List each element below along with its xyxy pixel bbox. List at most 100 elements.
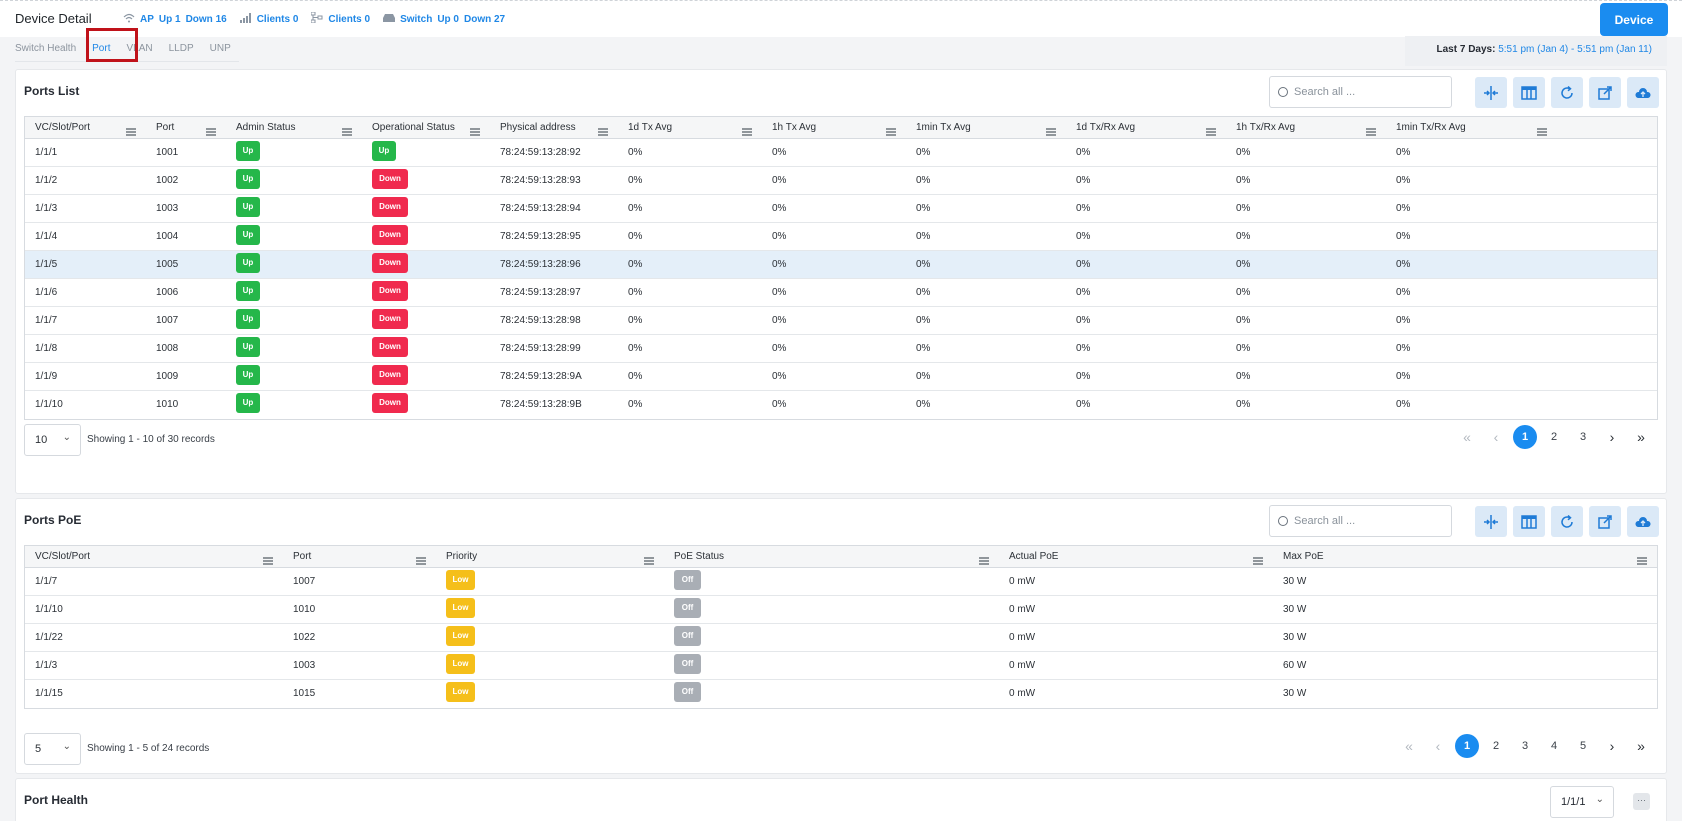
- column-header-1d-tx-avg[interactable]: 1d Tx Avg: [618, 117, 762, 138]
- ap-down-count[interactable]: Down 16: [185, 13, 227, 25]
- column-header-1min-tx-avg[interactable]: 1min Tx Avg: [906, 117, 1066, 138]
- ap-label[interactable]: AP: [140, 13, 154, 25]
- page-button-1[interactable]: 1: [1455, 734, 1479, 758]
- column-header-port[interactable]: Port: [146, 117, 226, 138]
- prev-page-icon[interactable]: ‹: [1435, 738, 1441, 754]
- prev-page-icon[interactable]: ‹: [1493, 429, 1499, 445]
- switch-up-count[interactable]: Up 0: [437, 13, 459, 25]
- column-header-physical-address[interactable]: Physical address: [490, 117, 618, 138]
- table-row[interactable]: 1/1/6 1006 Up Down 78:24:59:13:28:97 0% 0% 0% 0%…: [25, 279, 1657, 307]
- hamburger-menu-icon[interactable]: [1253, 552, 1263, 573]
- tab-lldp[interactable]: LLDP: [168, 43, 194, 54]
- hamburger-menu-icon[interactable]: [1366, 123, 1376, 144]
- table-row[interactable]: 1/1/22 1022 Low Off 0 mW 30 W: [25, 624, 1657, 652]
- external-link-icon[interactable]: [1589, 506, 1621, 537]
- page-button-5[interactable]: 5: [1579, 740, 1587, 752]
- column-settings-icon[interactable]: [1513, 77, 1545, 108]
- column-header-vc-slot-port[interactable]: VC/Slot/Port: [25, 117, 146, 138]
- last-page-icon[interactable]: »: [1637, 738, 1645, 754]
- column-header-1h-tx-rx-avg[interactable]: 1h Tx/Rx Avg: [1226, 117, 1386, 138]
- date-range-value[interactable]: 5:51 pm (Jan 4) - 5:51 pm (Jan 11): [1498, 44, 1652, 55]
- switch-label[interactable]: Switch: [400, 13, 433, 25]
- page-button-3[interactable]: 3: [1579, 431, 1587, 443]
- export-icon[interactable]: [1627, 506, 1659, 537]
- last-page-icon[interactable]: »: [1637, 429, 1645, 445]
- table-row[interactable]: 1/1/4 1004 Up Down 78:24:59:13:28:95 0% 0% 0% 0%…: [25, 223, 1657, 251]
- hamburger-menu-icon[interactable]: [1537, 123, 1547, 144]
- ports-poe-search-input[interactable]: [1294, 515, 1434, 527]
- table-row[interactable]: 1/1/1 1001 Up Up 78:24:59:13:28:92 0% 0% 0% 0% 0%…: [25, 139, 1657, 167]
- column-header-priority[interactable]: Priority: [436, 546, 664, 567]
- table-row[interactable]: 1/1/9 1009 Up Down 78:24:59:13:28:9A 0% 0% 0% 0%…: [25, 363, 1657, 391]
- page-button-2[interactable]: 2: [1550, 431, 1558, 443]
- column-header-1h-tx-avg[interactable]: 1h Tx Avg: [762, 117, 906, 138]
- wireless-clients-count[interactable]: Clients 0: [256, 13, 299, 25]
- ports-poe-page-size-select[interactable]: 5 ⌄: [24, 733, 81, 765]
- first-page-icon[interactable]: «: [1463, 429, 1471, 445]
- column-header-admin-status[interactable]: Admin Status: [226, 117, 362, 138]
- hamburger-menu-icon[interactable]: [470, 123, 480, 144]
- tab-port[interactable]: Port: [92, 43, 111, 54]
- ports-list-search[interactable]: [1269, 76, 1452, 108]
- table-cell-vc-slot-port: 1/1/22: [25, 624, 283, 651]
- wired-clients-count[interactable]: Clients 0: [328, 13, 371, 25]
- page-button-3[interactable]: 3: [1521, 740, 1529, 752]
- table-row[interactable]: 1/1/5 1005 Up Down 78:24:59:13:28:96 0% 0% 0% 0%…: [25, 251, 1657, 279]
- hamburger-menu-icon[interactable]: [206, 123, 216, 144]
- column-header-vc-slot-port[interactable]: VC/Slot/Port: [25, 546, 283, 567]
- hamburger-menu-icon[interactable]: [1046, 123, 1056, 144]
- collapse-columns-icon[interactable]: [1475, 77, 1507, 108]
- column-header-port[interactable]: Port: [283, 546, 436, 567]
- first-page-icon[interactable]: «: [1405, 738, 1413, 754]
- table-row[interactable]: 1/1/7 1007 Low Off 0 mW 30 W: [25, 568, 1657, 596]
- table-row[interactable]: 1/1/2 1002 Up Down 78:24:59:13:28:93 0% 0% 0% 0%…: [25, 167, 1657, 195]
- column-header-1d-tx-rx-avg[interactable]: 1d Tx/Rx Avg: [1066, 117, 1226, 138]
- external-link-icon[interactable]: [1589, 77, 1621, 108]
- column-header-1min-tx-rx-avg[interactable]: 1min Tx/Rx Avg: [1386, 117, 1557, 138]
- hamburger-menu-icon[interactable]: [342, 123, 352, 144]
- hamburger-menu-icon[interactable]: [1637, 552, 1647, 573]
- hamburger-menu-icon[interactable]: [263, 552, 273, 573]
- hamburger-menu-icon[interactable]: [979, 552, 989, 573]
- table-cell-poe-status: Off: [664, 568, 999, 595]
- column-settings-icon[interactable]: [1513, 506, 1545, 537]
- hamburger-menu-icon[interactable]: [598, 123, 608, 144]
- hamburger-menu-icon[interactable]: [1206, 123, 1216, 144]
- table-row[interactable]: 1/1/3 1003 Up Down 78:24:59:13:28:94 0% 0% 0% 0%…: [25, 195, 1657, 223]
- ports-list-page-size-select[interactable]: 10 ⌄: [24, 424, 81, 456]
- column-header-actual-poe[interactable]: Actual PoE: [999, 546, 1273, 567]
- page-button-2[interactable]: 2: [1492, 740, 1500, 752]
- column-header-max-poe[interactable]: Max PoE: [1273, 546, 1657, 567]
- next-page-icon[interactable]: ›: [1609, 738, 1615, 754]
- ports-list-search-input[interactable]: [1294, 86, 1434, 98]
- export-icon[interactable]: [1627, 77, 1659, 108]
- more-options-icon[interactable]: ⋯: [1633, 793, 1650, 810]
- tab-vlan[interactable]: VLAN: [126, 43, 153, 54]
- refresh-icon[interactable]: [1551, 77, 1583, 108]
- next-page-icon[interactable]: ›: [1609, 429, 1615, 445]
- collapse-columns-icon[interactable]: [1475, 506, 1507, 537]
- port-health-port-select[interactable]: 1/1/1 ⌄: [1550, 786, 1614, 818]
- table-row[interactable]: 1/1/10 1010 Up Down 78:24:59:13:28:9B 0% 0% 0% 0…: [25, 391, 1657, 419]
- page-button-4[interactable]: 4: [1550, 740, 1558, 752]
- switch-down-count[interactable]: Down 27: [463, 13, 506, 25]
- hamburger-menu-icon[interactable]: [416, 552, 426, 573]
- table-row[interactable]: 1/1/10 1010 Low Off 0 mW 30 W: [25, 596, 1657, 624]
- column-header-poe-status[interactable]: PoE Status: [664, 546, 999, 567]
- hamburger-menu-icon[interactable]: [644, 552, 654, 573]
- ports-poe-search[interactable]: [1269, 505, 1452, 537]
- hamburger-menu-icon[interactable]: [886, 123, 896, 144]
- page-button-1[interactable]: 1: [1513, 425, 1537, 449]
- table-row[interactable]: 1/1/15 1015 Low Off 0 mW 30 W: [25, 680, 1657, 708]
- column-header-operational-status[interactable]: Operational Status: [362, 117, 490, 138]
- device-button[interactable]: Device: [1600, 3, 1668, 36]
- table-row[interactable]: 1/1/7 1007 Up Down 78:24:59:13:28:98 0% 0% 0% 0%…: [25, 307, 1657, 335]
- hamburger-menu-icon[interactable]: [742, 123, 752, 144]
- table-row[interactable]: 1/1/3 1003 Low Off 0 mW 60 W: [25, 652, 1657, 680]
- tab-switch-health[interactable]: Switch Health: [15, 43, 77, 54]
- hamburger-menu-icon[interactable]: [126, 123, 136, 144]
- table-row[interactable]: 1/1/8 1008 Up Down 78:24:59:13:28:99 0% 0% 0% 0%…: [25, 335, 1657, 363]
- ap-up-count[interactable]: Up 1: [158, 13, 181, 25]
- refresh-icon[interactable]: [1551, 506, 1583, 537]
- tab-unp[interactable]: UNP: [209, 43, 231, 54]
